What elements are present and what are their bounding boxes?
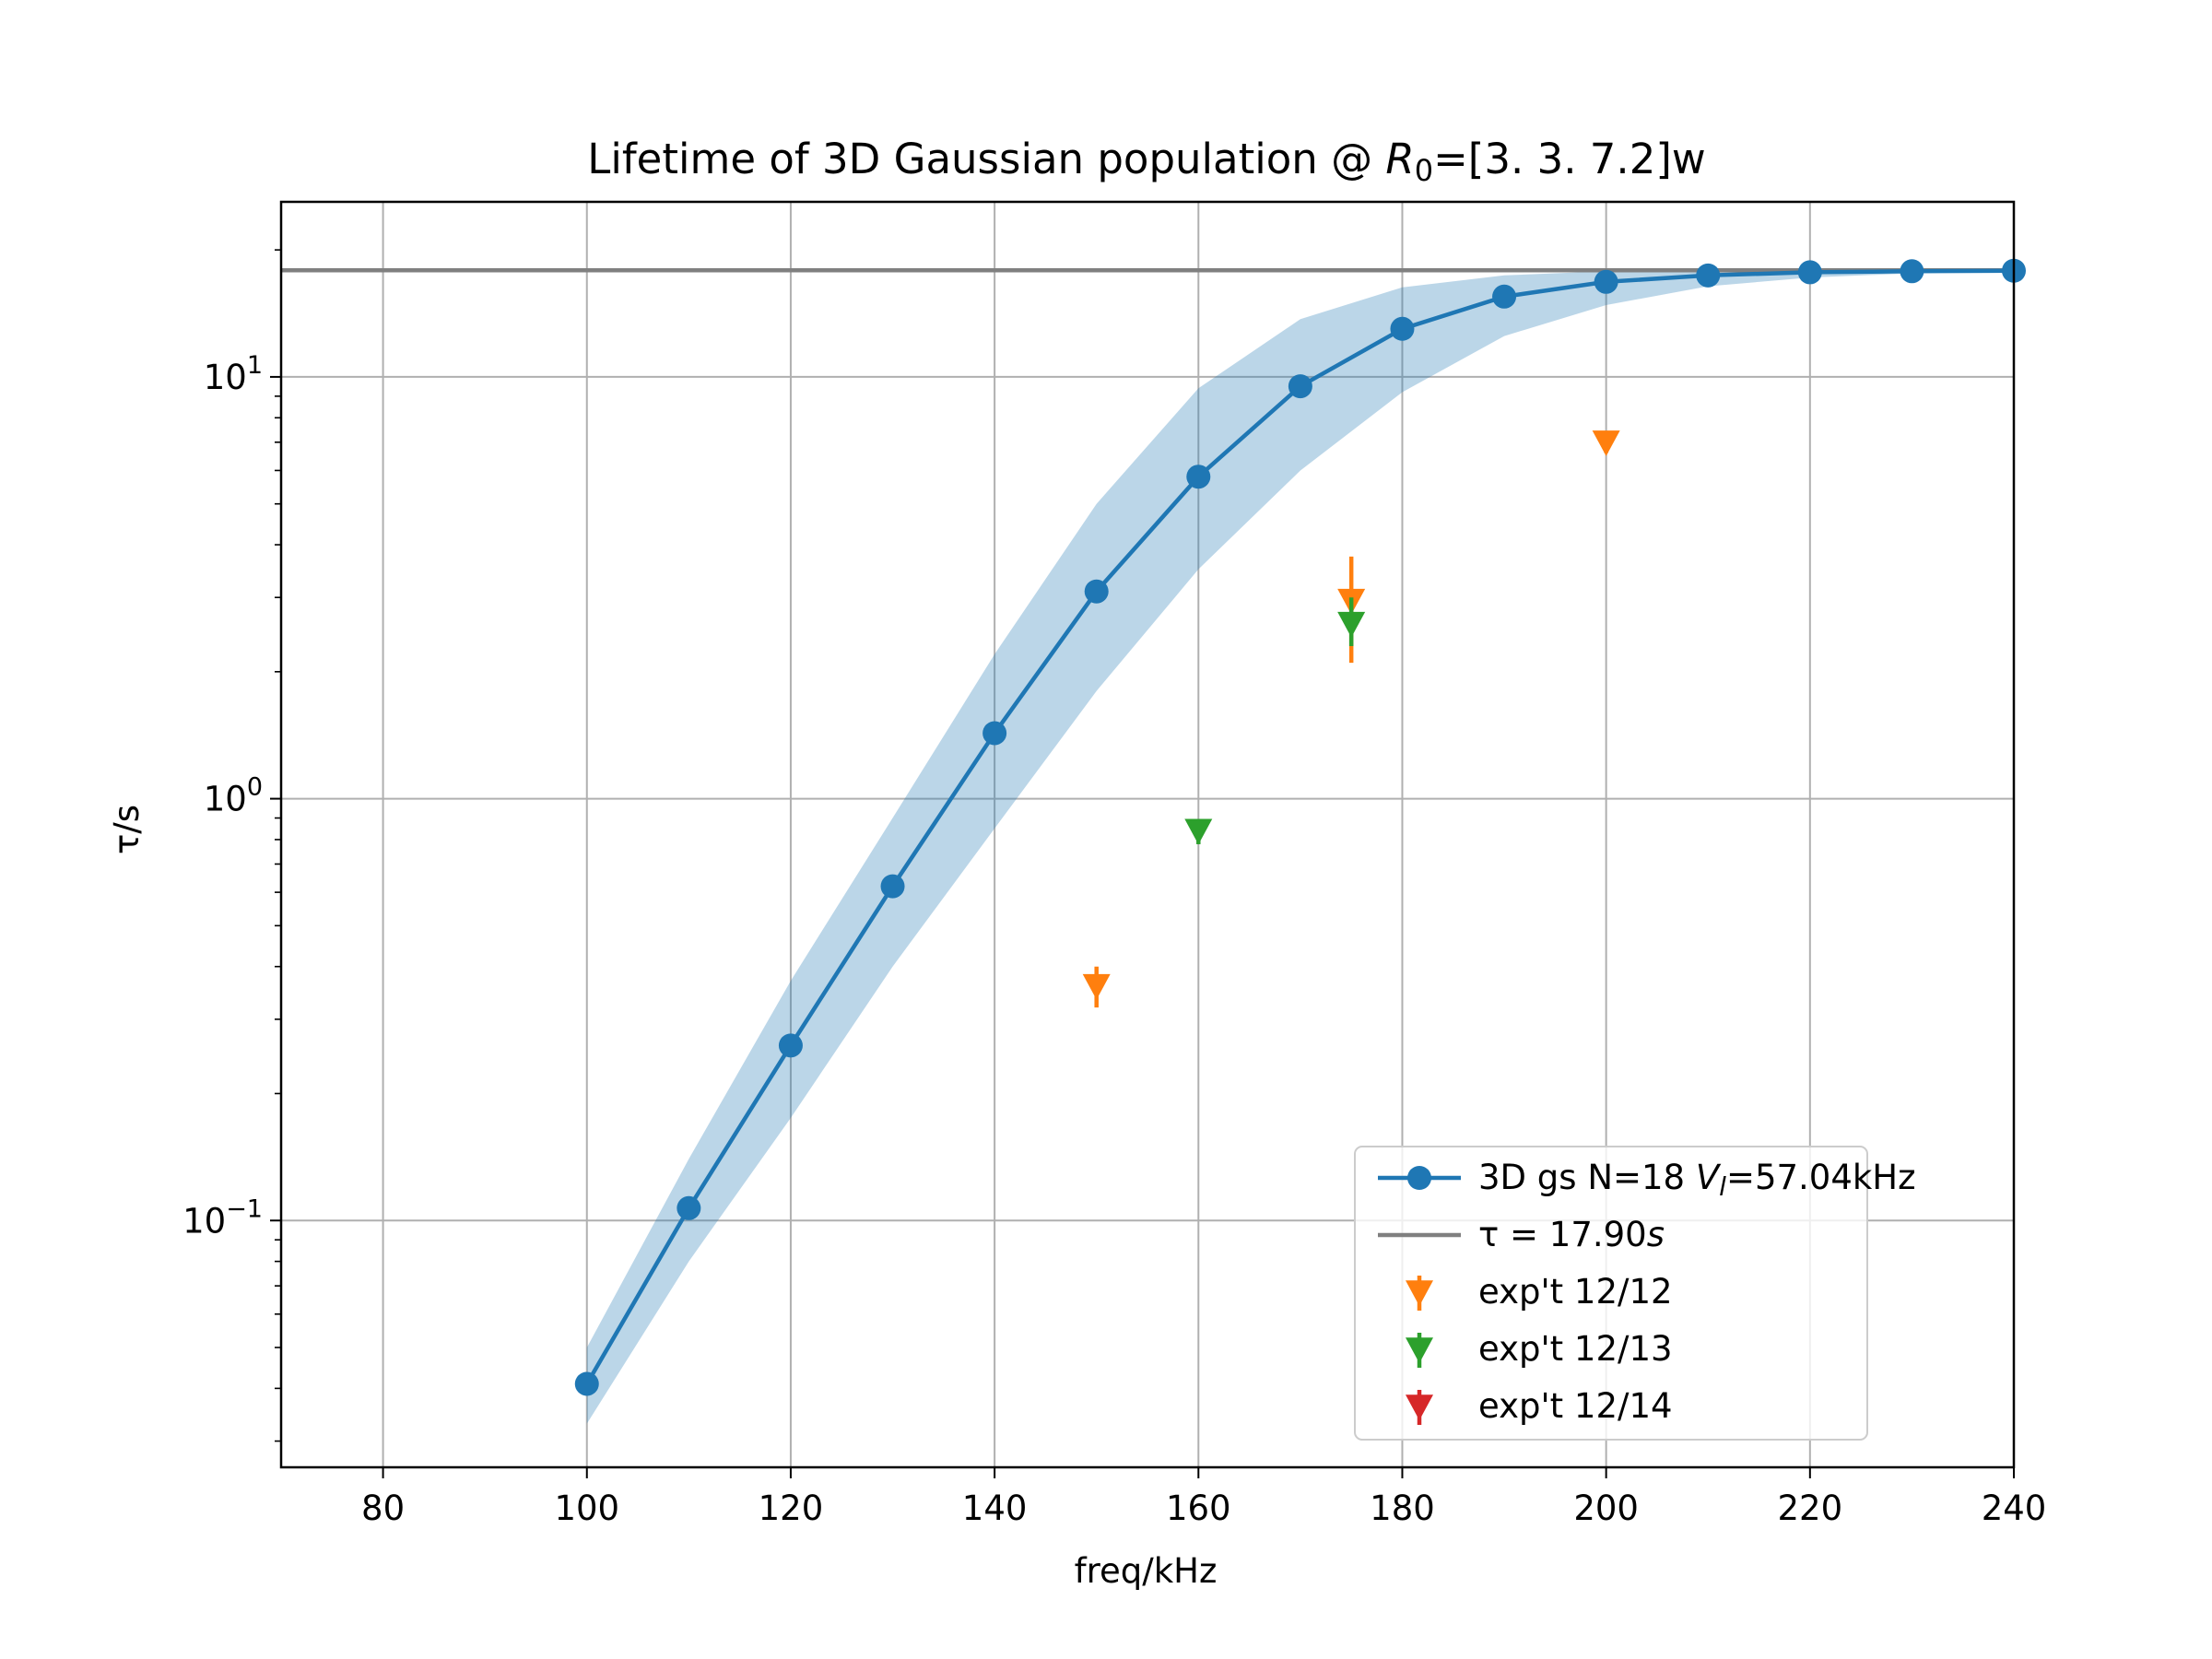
legend-box — [1354, 1146, 1868, 1441]
x-tick-label: 240 — [1982, 1488, 2047, 1528]
experiment-marker — [1337, 611, 1366, 638]
model-data-point — [1900, 259, 1924, 284]
x-axis-ticks: 80 100 120 140 160 180 200 220 240 — [361, 1467, 2046, 1528]
experiment-marker — [1184, 818, 1213, 845]
model-data-point — [1696, 263, 1721, 288]
model-data-point — [1390, 316, 1415, 341]
y-axis-label: τ/s — [107, 805, 147, 854]
x-tick-label: 220 — [1778, 1488, 1843, 1528]
model-data-point — [880, 874, 905, 899]
legend-label-reference: τ = 17.90s — [1478, 1215, 1665, 1254]
x-tick-label: 200 — [1573, 1488, 1639, 1528]
model-data-point — [1797, 260, 1822, 285]
model-data-point — [1492, 284, 1517, 309]
x-tick-label: 160 — [1166, 1488, 1231, 1528]
legend-label-exp-1213: exp't 12/13 — [1478, 1329, 1673, 1369]
chart-title: Lifetime of 3D Gaussian population @ R0=… — [587, 135, 1705, 188]
legend: 3D gs N=18 Vl=57.04kHz τ = 17.90s exp't … — [1354, 1146, 1916, 1441]
legend-label-exp-1214: exp't 12/14 — [1478, 1386, 1673, 1426]
legend-handle-marker — [1406, 1280, 1433, 1306]
experiment-layer — [1082, 430, 1620, 1008]
model-data-point — [1288, 374, 1312, 399]
model-data-point — [1084, 579, 1109, 604]
x-axis-label: freq/kHz — [1075, 1551, 1218, 1591]
series-layer — [574, 258, 2026, 1396]
legend-handle-model-marker — [1407, 1166, 1431, 1190]
model-data-point — [574, 1371, 599, 1396]
model-data-point — [1186, 465, 1211, 489]
legend-entries — [1378, 1166, 1461, 1425]
model-data-point — [677, 1195, 701, 1220]
x-tick-label: 100 — [554, 1488, 619, 1528]
legend-handle-marker — [1406, 1394, 1433, 1420]
plot-frame — [279, 200, 2016, 1469]
legend-label-model: 3D gs N=18 Vl=57.04kHz — [1478, 1158, 1916, 1202]
legend-label-exp-1212: exp't 12/12 — [1478, 1272, 1673, 1312]
experiment-marker — [1592, 430, 1620, 456]
legend-handle-marker — [1406, 1337, 1433, 1363]
model-data-point — [1594, 269, 1618, 294]
x-tick-label: 180 — [1370, 1488, 1435, 1528]
y-tick-label: 101 — [204, 351, 263, 397]
experiment-marker — [1082, 973, 1111, 1000]
x-tick-label: 120 — [759, 1488, 824, 1528]
y-axis-ticks: 10−1 100 101 — [182, 249, 281, 1442]
y-tick-label: 10−1 — [182, 1194, 263, 1241]
x-tick-label: 80 — [361, 1488, 405, 1528]
model-data-point — [982, 721, 1007, 746]
model-data-point — [778, 1033, 803, 1058]
y-tick-label: 100 — [204, 773, 263, 819]
x-tick-label: 140 — [962, 1488, 1028, 1528]
